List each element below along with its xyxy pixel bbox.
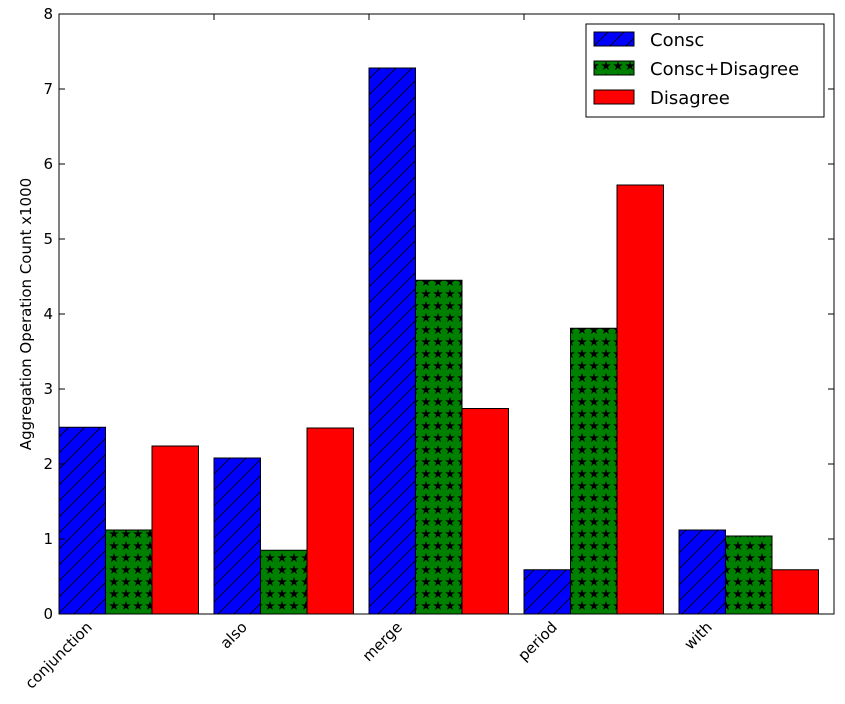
bar-disagree-conjunction xyxy=(151,445,199,615)
legend-label: Consc+Disagree xyxy=(650,59,799,80)
bar-consc-conjunction xyxy=(58,426,106,615)
legend-swatch-consc-disagree xyxy=(593,60,635,76)
x-tick-label-period: period xyxy=(514,618,561,665)
bar-consc-disagree-conjunction xyxy=(105,529,153,615)
x-tick-label-also: also xyxy=(217,618,251,652)
bar-consc-period xyxy=(523,569,571,615)
x-tick-label-merge: merge xyxy=(359,618,406,665)
bar-disagree-also xyxy=(306,427,354,615)
bar-consc-also xyxy=(213,457,261,615)
y-tick-label: 7 xyxy=(43,80,53,98)
bar-consc-disagree-with xyxy=(725,535,773,615)
y-tick-label: 0 xyxy=(43,605,53,623)
legend-swatch-consc xyxy=(593,31,635,47)
y-tick-label: 2 xyxy=(43,455,53,473)
y-tick-label: 6 xyxy=(43,155,53,173)
y-tick-label: 5 xyxy=(43,230,53,248)
y-tick-label: 8 xyxy=(43,5,53,23)
bar-disagree-period xyxy=(616,184,664,615)
y-tick-label: 1 xyxy=(43,530,53,548)
bar-consc-disagree-period xyxy=(570,327,618,615)
bar-consc-with xyxy=(678,529,726,615)
x-tick-label-conjunction: conjunction xyxy=(22,618,96,692)
legend: Consc Consc+Disagree Disagree xyxy=(585,23,825,118)
legend-label: Consc xyxy=(650,30,704,51)
bars xyxy=(58,67,819,615)
bar-consc-merge xyxy=(368,67,416,615)
bar-consc-disagree-also xyxy=(260,549,308,615)
x-tick-label-with: with xyxy=(681,618,716,653)
bar-consc-disagree-merge xyxy=(415,279,463,615)
legend-label: Disagree xyxy=(650,88,730,109)
y-axis-label: Aggregation Operation Count x1000 xyxy=(17,178,35,450)
y-tick-label: 4 xyxy=(43,305,53,323)
y-axis: 0 1 2 3 4 5 6 7 8 xyxy=(43,5,834,623)
bar-disagree-merge xyxy=(461,408,509,615)
y-tick-label: 3 xyxy=(43,380,53,398)
bar-disagree-with xyxy=(771,569,819,615)
legend-swatch-disagree xyxy=(593,89,635,105)
